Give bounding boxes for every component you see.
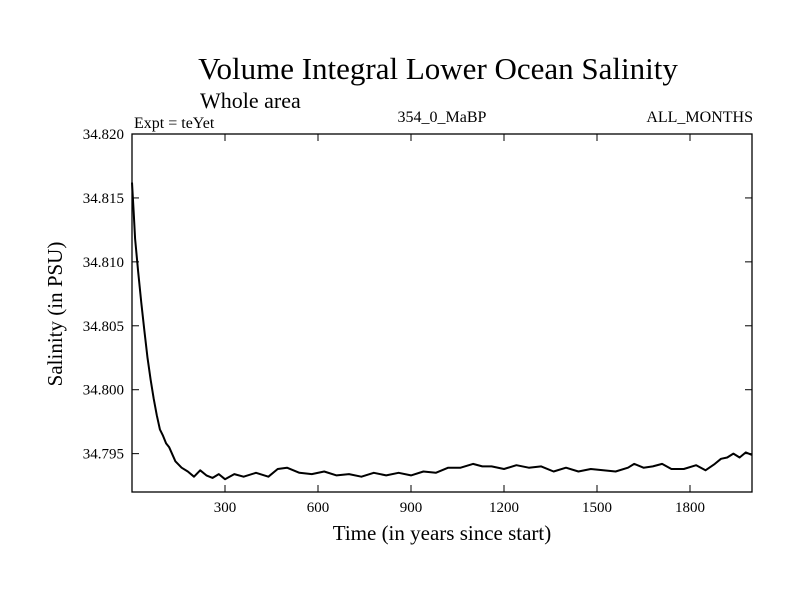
x-axis-label: Time (in years since start) [333,521,552,545]
y-tick-label: 34.810 [83,255,124,271]
x-tick-label: 1500 [582,500,612,516]
experiment-label: Expt = teYet [134,115,215,132]
y-tick-label: 34.815 [83,191,124,207]
y-tick-label: 34.820 [83,127,124,143]
x-tick-label: 1800 [675,500,705,516]
y-tick-label: 34.795 [83,447,124,463]
y-axis: 34.795 34.800 34.805 34.810 34.815 34.820 [83,127,752,463]
chart-subtitle: Whole area [200,88,301,113]
x-tick-label: 900 [400,500,423,516]
series-line-salinity [131,182,753,481]
x-tick-label: 600 [307,500,330,516]
chart-title: Volume Integral Lower Ocean Salinity [198,51,678,86]
x-axis: 300 600 900 1200 1500 1800 [214,134,705,516]
y-tick-label: 34.805 [83,319,124,335]
plot-frame [131,133,753,493]
x-tick-label: 1200 [489,500,519,516]
months-label: ALL_MONTHS [646,109,753,126]
x-tick-label: 300 [214,500,237,516]
run-label: 354_0_MaBP [398,109,487,126]
y-axis-label: Salinity (in PSU) [43,242,67,387]
y-tick-label: 34.800 [83,383,124,399]
series-group [131,182,753,481]
